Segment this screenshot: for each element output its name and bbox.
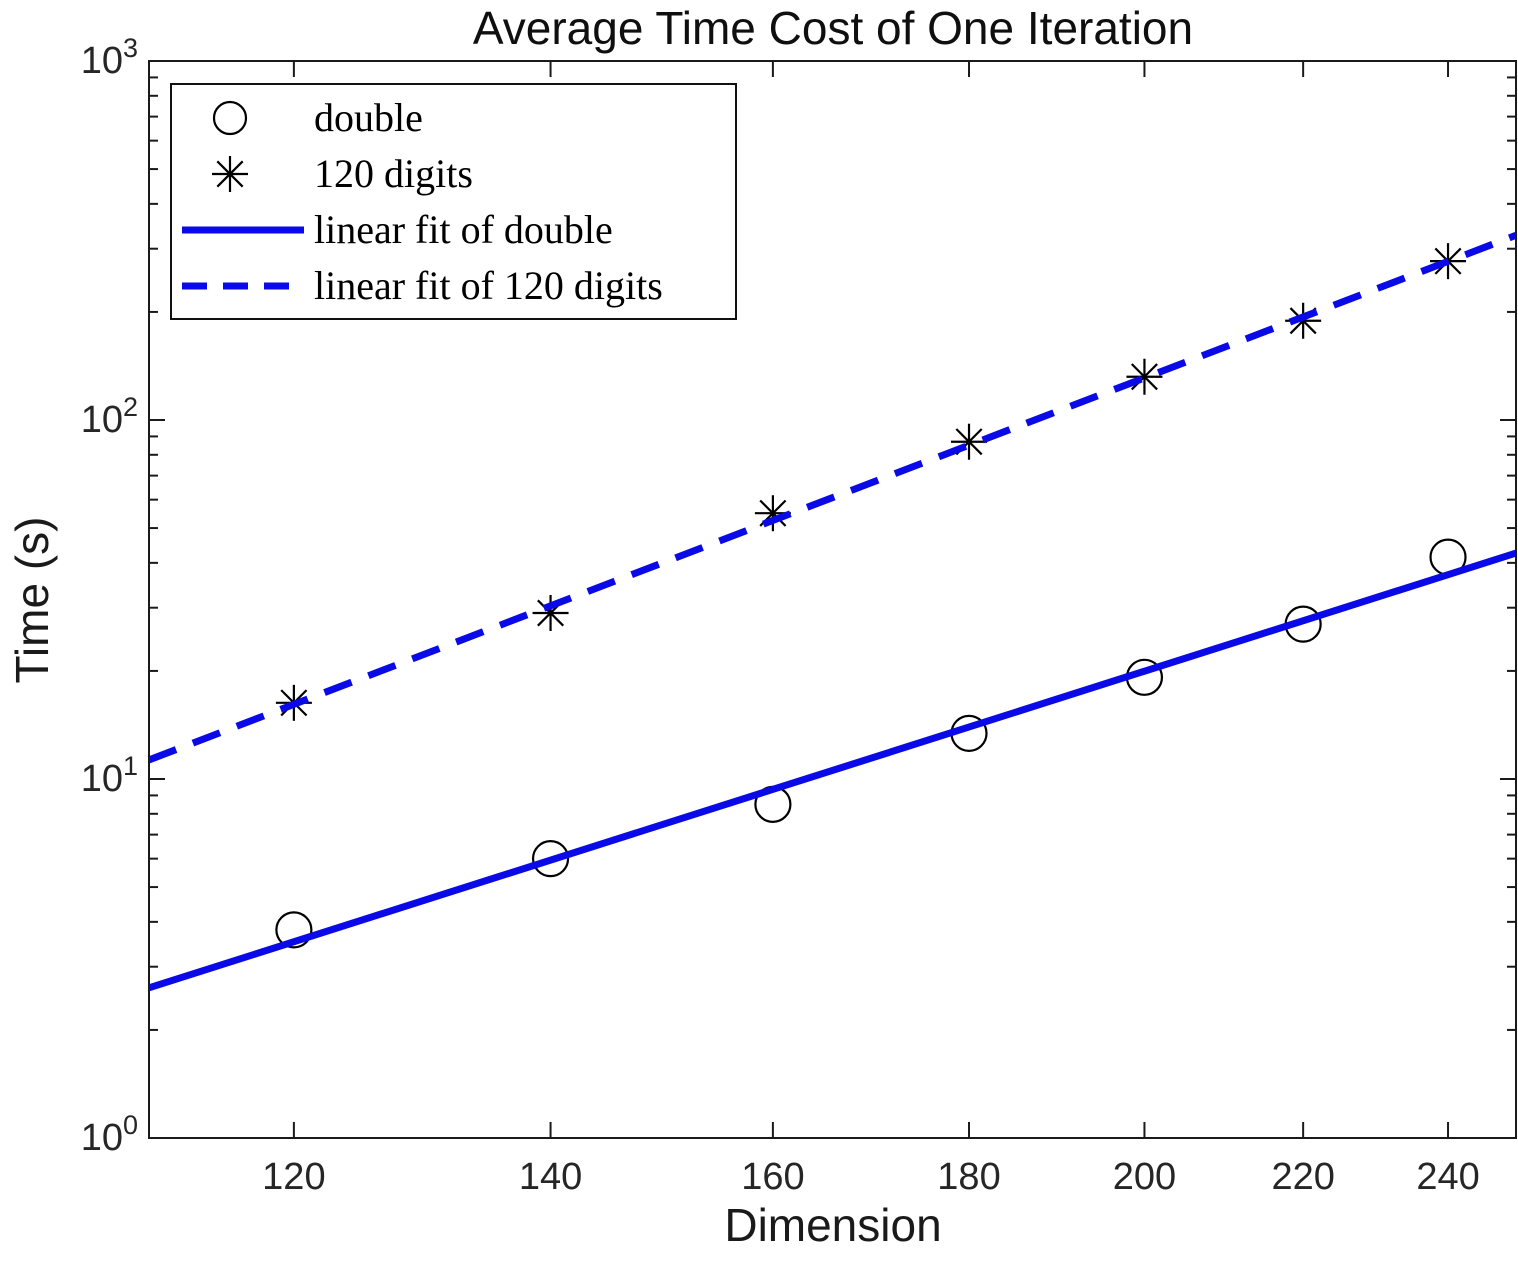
x-tick-label: 160 [741, 1156, 805, 1198]
solid-line-icon [182, 226, 304, 234]
x-tick-label: 220 [1271, 1156, 1335, 1198]
x-tick-label: 200 [1112, 1156, 1177, 1198]
x-tick-label: 120 [262, 1156, 326, 1198]
legend-label: linear fit of double [314, 207, 613, 252]
legend-item-linear-fit-double: linear fit of double [172, 202, 735, 258]
legend: double 120 digits linear fit of double [170, 83, 737, 320]
axis-box [148, 60, 1517, 1139]
asterisk-marker-icon [212, 156, 248, 192]
x-tick-label: 140 [518, 1156, 583, 1198]
legend-label: linear fit of 120 digits [314, 263, 663, 308]
asterisk-spoke [1130, 363, 1158, 391]
legend-item-120-digits: 120 digits [172, 146, 735, 202]
dashed-line-icon [182, 282, 304, 290]
x-tick-label: 240 [1416, 1156, 1480, 1198]
y-tick-label: 102 [80, 392, 138, 441]
y-tick-label: 100 [80, 1110, 138, 1159]
x-tick-label: 180 [937, 1156, 1001, 1198]
circle-marker-icon [212, 100, 248, 136]
data-point-asterisk [1126, 358, 1163, 395]
legend-item-double: double [172, 90, 735, 146]
chart-title: Average Time Cost of One Iteration [472, 2, 1194, 54]
fit-line-solid [147, 549, 1518, 992]
data-point-asterisk [951, 423, 988, 460]
y-tick-label: 101 [80, 751, 138, 800]
data-point-circle [275, 911, 313, 949]
legend-item-linear-fit-120-digits: linear fit of 120 digits [172, 258, 735, 314]
fit-line-dashed [147, 232, 1518, 764]
legend-label: 120 digits [314, 151, 473, 196]
legend-label: double [314, 95, 423, 140]
x-axis-label: Dimension [724, 1199, 942, 1251]
y-tick-label: 103 [80, 33, 138, 82]
data-point-circle [531, 840, 570, 878]
